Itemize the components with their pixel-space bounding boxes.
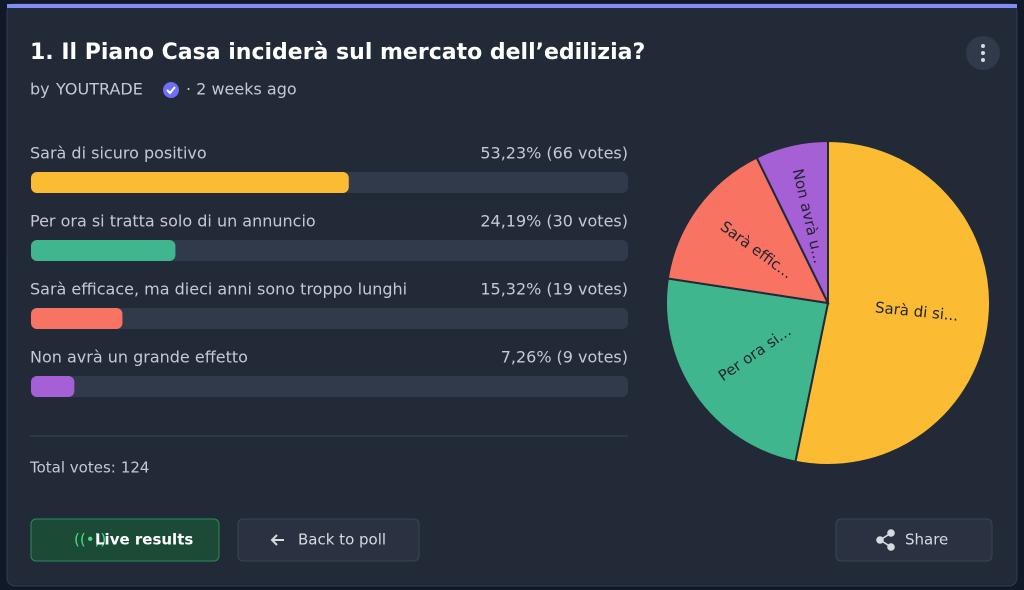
total-label: Total votes: — [29, 459, 116, 477]
accent-bar — [7, 4, 1017, 8]
poll-title: 1. Il Piano Casa inciderà sul mercato de… — [30, 40, 645, 65]
back-label: Back to poll — [298, 531, 386, 549]
option-label: Per ora si tratta solo di un annuncio — [30, 212, 316, 231]
votes-label: (30 votes) — [546, 212, 628, 231]
author-prefix: by — [30, 80, 50, 99]
share-button[interactable] — [835, 518, 993, 562]
option-label: Sarà efficace, ma dieci anni sono troppo… — [30, 280, 407, 299]
percent-label: 7,26% — [501, 348, 552, 367]
total: 124 — [121, 459, 150, 477]
percent-label: 24,19% — [480, 212, 541, 231]
option-label: Non avrà un grande effetto — [30, 348, 248, 367]
bar — [31, 376, 75, 397]
bar-track — [31, 308, 628, 329]
time: · 2 weeks ago — [186, 80, 297, 99]
bar-track — [31, 376, 628, 397]
live-results-button[interactable] — [30, 518, 220, 562]
author: YOUTRADE — [55, 80, 143, 99]
option-label: Sarà di sicuro positivo — [30, 144, 207, 163]
bar — [31, 240, 176, 261]
back-button[interactable] — [237, 518, 420, 562]
pie-slice — [794, 139, 991, 466]
percent-label: 15,32% — [480, 280, 541, 299]
menu-dots — [981, 44, 985, 62]
share-label: Share — [905, 531, 948, 549]
share-icon — [876, 529, 895, 551]
votes-label: (66 votes) — [546, 144, 628, 163]
pie-slice — [665, 277, 830, 463]
bar — [31, 172, 349, 193]
back-icon — [270, 534, 284, 546]
votes-label: (9 votes) — [557, 348, 628, 367]
bar — [31, 308, 123, 329]
bar-track — [31, 240, 628, 261]
pie-slice — [755, 139, 829, 304]
pie-slice — [666, 156, 830, 305]
verified-check — [166, 86, 176, 95]
verified-badge — [163, 82, 179, 98]
live-results-label: Live results — [95, 531, 193, 549]
live-icon: ((•)) — [74, 531, 106, 549]
percent-label: 53,23% — [480, 144, 541, 163]
votes-label: (19 votes) — [546, 280, 628, 299]
